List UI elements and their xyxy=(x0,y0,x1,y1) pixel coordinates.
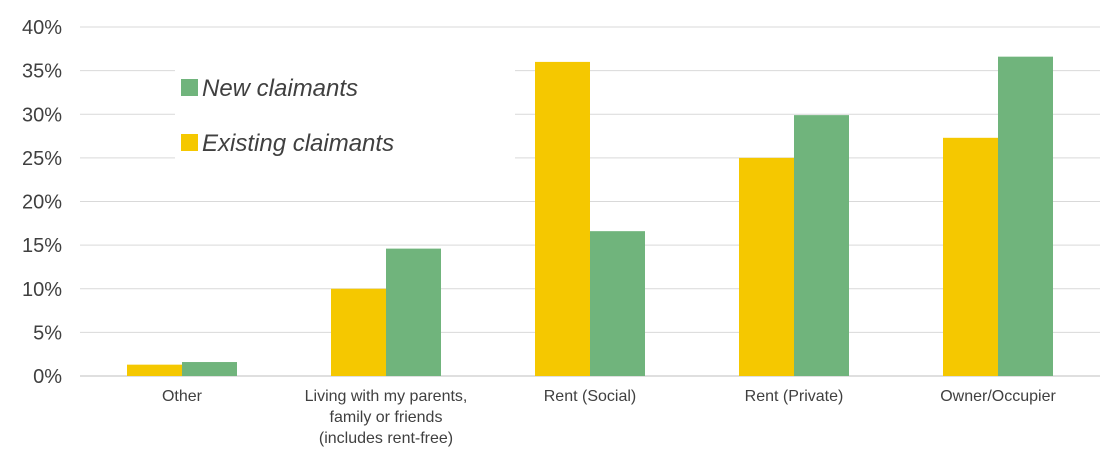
legend-label: New claimants xyxy=(202,75,358,102)
y-tick-label: 10% xyxy=(22,279,62,301)
y-tick-label: 20% xyxy=(22,192,62,214)
bar-new-claimants xyxy=(182,362,237,376)
x-category-label: Rent (Private) xyxy=(745,388,844,405)
bar-existing-claimants xyxy=(331,288,386,376)
bars xyxy=(127,56,1053,377)
bar-new-claimants xyxy=(590,231,645,376)
y-tick-label: 25% xyxy=(22,148,62,170)
legend-swatch xyxy=(181,79,198,96)
y-tick-label: 40% xyxy=(22,17,62,39)
bar-existing-claimants xyxy=(535,61,590,377)
y-tick-label: 0% xyxy=(33,366,62,388)
bar-existing-claimants xyxy=(127,364,182,376)
x-category-label: Rent (Social) xyxy=(544,388,636,405)
y-tick-label: 5% xyxy=(33,322,62,344)
legend-label: Existing claimants xyxy=(202,130,394,157)
x-category-label: Owner/Occupier xyxy=(940,388,1056,405)
x-category-label: Living with my parents, family or friends… xyxy=(305,388,468,447)
y-axis-tick-labels: 0% 5% 10% 15% 20% 25% 30% 35% 40% xyxy=(22,17,62,388)
y-tick-label: 15% xyxy=(22,235,62,257)
y-tick-label: 30% xyxy=(22,104,62,126)
bar-new-claimants xyxy=(794,115,849,376)
bar-existing-claimants xyxy=(739,157,794,376)
x-category-label: Other xyxy=(162,388,203,405)
x-axis-category-labels: Other Living with my parents, family or fr… xyxy=(162,388,1056,447)
legend-swatch xyxy=(181,134,198,151)
legend: New claimants Existing claimants xyxy=(181,75,394,157)
bar-new-claimants xyxy=(998,56,1053,376)
bar-existing-claimants xyxy=(943,137,998,376)
bar-new-claimants xyxy=(386,248,441,376)
y-tick-label: 35% xyxy=(22,61,62,83)
